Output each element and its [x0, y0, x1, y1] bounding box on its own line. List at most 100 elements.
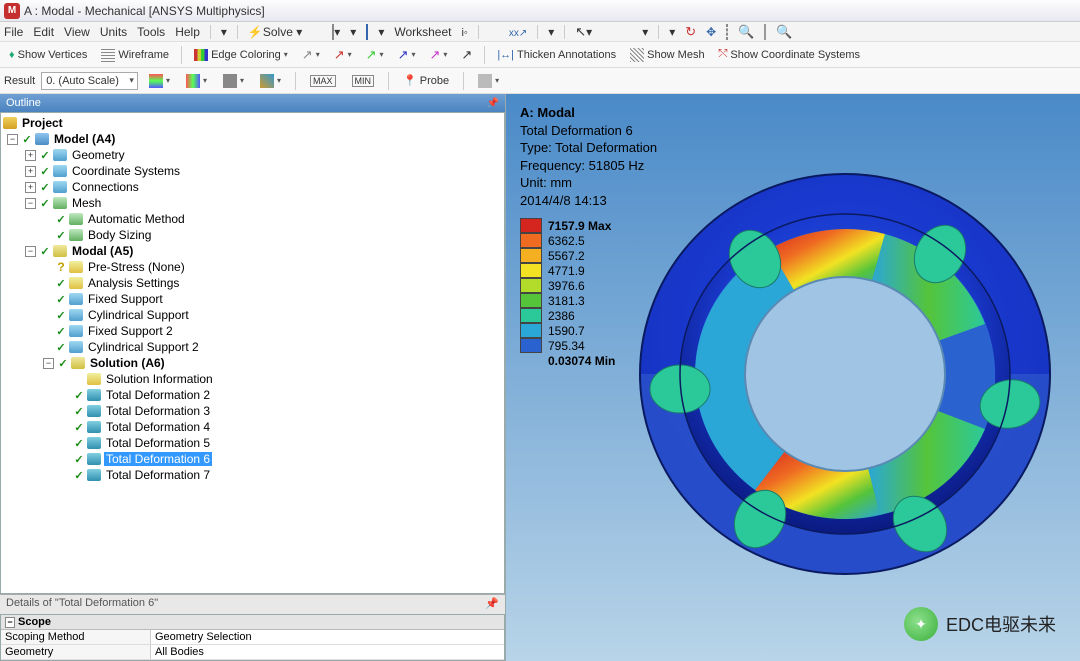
edge-btn[interactable]: ↗▾ [424, 45, 452, 65]
tree-modal[interactable]: −✓Modal (A5) [1, 243, 504, 259]
toolbar-btn[interactable]: 🔍 [738, 24, 754, 40]
tree-geometry[interactable]: +✓Geometry [1, 147, 504, 163]
tree-td4[interactable]: ✓Total Deformation 4 [1, 419, 504, 435]
tree-fixed[interactable]: ✓Fixed Support [1, 291, 504, 307]
toolbar-btn[interactable]: xx↗ [509, 25, 527, 39]
tree-cyl[interactable]: ✓Cylindrical Support [1, 307, 504, 323]
tree-body-sizing[interactable]: ✓Body Sizing [1, 227, 504, 243]
collapse-icon[interactable]: − [25, 198, 36, 209]
tree-cyl2[interactable]: ✓Cylindrical Support 2 [1, 339, 504, 355]
result-icon [87, 405, 101, 417]
pin-icon[interactable]: 📌 [485, 597, 499, 612]
tree-auto-method[interactable]: ✓Automatic Method [1, 211, 504, 227]
toolbar-btn[interactable]: ▾ [548, 25, 554, 39]
result-label: Result [4, 75, 35, 87]
tree-model[interactable]: −✓Model (A4) [1, 131, 504, 147]
toolbar-btn[interactable]: ↻ [685, 24, 696, 40]
expand-icon[interactable]: + [25, 182, 36, 193]
toolbar-btn[interactable]: ▾ [378, 25, 384, 39]
toolbar-btn[interactable]: ▾ [218, 72, 249, 90]
toolbar-btn[interactable]: 🔍 [776, 24, 792, 40]
toolbar-btn[interactable]: MIN [347, 73, 380, 89]
go-button[interactable]: ▾ [221, 25, 227, 39]
probe-button[interactable]: 📍Probe [398, 72, 454, 89]
toolbar-btn[interactable]: ▾ [350, 25, 356, 39]
graphics-viewport[interactable]: A: Modal Total Deformation 6 Type: Total… [506, 94, 1080, 661]
toolbar-btn[interactable]: ▾ [473, 72, 504, 90]
toolbar-btn[interactable]: ▾ [332, 25, 340, 39]
expand-icon[interactable]: + [25, 166, 36, 177]
edge-btn[interactable]: ↗▾ [393, 45, 421, 65]
tree-cs[interactable]: +✓Coordinate Systems [1, 163, 504, 179]
tree-fixed2[interactable]: ✓Fixed Support 2 [1, 323, 504, 339]
edge-btn[interactable]: ↗ [456, 45, 477, 65]
thicken-button[interactable]: |↔| Thicken Annotations [492, 47, 621, 63]
toolbar-btn[interactable]: ▾ [181, 72, 212, 90]
legend-swatch [520, 218, 542, 233]
tree-td2[interactable]: ✓Total Deformation 2 [1, 387, 504, 403]
toolbar-btn[interactable]: ▾ [255, 72, 286, 90]
prestress-icon [69, 261, 83, 273]
show-cs-button[interactable]: ⤲ Show Coordinate Systems [714, 46, 865, 63]
result-model [600, 144, 1060, 604]
result-icon [87, 389, 101, 401]
edge-btn[interactable]: ↗▾ [361, 45, 389, 65]
edge-btn[interactable]: ↗▾ [297, 45, 325, 65]
tree-analysis[interactable]: ✓Analysis Settings [1, 275, 504, 291]
tree-mesh[interactable]: −✓Mesh [1, 195, 504, 211]
menu-edit[interactable]: Edit [33, 25, 54, 39]
toolbar-btn[interactable] [366, 25, 368, 39]
tree-prestress[interactable]: ?Pre-Stress (None) [1, 259, 504, 275]
mesh-icon [53, 197, 67, 209]
toolbar-btn[interactable] [764, 25, 766, 39]
toolbar-btn[interactable]: i◦ [461, 25, 467, 39]
tree-connections[interactable]: +✓Connections [1, 179, 504, 195]
menu-help[interactable]: Help [175, 25, 200, 39]
separator [463, 72, 464, 90]
menu-tools[interactable]: Tools [137, 25, 165, 39]
tree-td7[interactable]: ✓Total Deformation 7 [1, 467, 504, 483]
menu-units[interactable]: Units [100, 25, 127, 39]
toolbar-btn[interactable] [726, 25, 728, 39]
tree-td6-selected[interactable]: ✓Total Deformation 6 [1, 451, 504, 467]
toolbar-btn[interactable]: ✥ [706, 25, 716, 39]
analysis-icon [69, 277, 83, 289]
toolbar-btn[interactable]: ▾ [669, 25, 675, 39]
details-group-scope[interactable]: −Scope [1, 615, 504, 630]
info-icon [87, 373, 101, 385]
tree-td3[interactable]: ✓Total Deformation 3 [1, 403, 504, 419]
toolbar-btn[interactable]: ▾ [642, 25, 648, 39]
collapse-icon[interactable]: − [7, 134, 18, 145]
watermark: ✦ EDC电驱未来 [904, 607, 1056, 641]
pin-icon[interactable]: 📌 [487, 98, 499, 109]
wireframe-button[interactable]: Wireframe [96, 46, 174, 64]
stripes-icon [194, 49, 208, 61]
separator [564, 25, 565, 39]
show-vertices-button[interactable]: ♦ Show Vertices [4, 47, 92, 63]
details-row[interactable]: GeometryAll Bodies [1, 645, 504, 660]
collapse-icon[interactable]: − [43, 358, 54, 369]
expand-icon[interactable]: + [25, 150, 36, 161]
support-icon [69, 309, 83, 321]
edge-btn[interactable]: ↗▾ [329, 45, 357, 65]
toolbar-btn[interactable]: MAX [305, 73, 341, 89]
details-row[interactable]: Scoping MethodGeometry Selection [1, 630, 504, 645]
scale-select[interactable]: 0. (Auto Scale) [41, 72, 138, 90]
cursor-button[interactable]: ↖▾ [575, 24, 592, 40]
toolbar-btn[interactable]: ▾ [144, 72, 175, 90]
tree-project[interactable]: Project [1, 115, 504, 131]
tree-solution[interactable]: −✓Solution (A6) [1, 355, 504, 371]
outline-tree[interactable]: Project −✓Model (A4) +✓Geometry +✓Coordi… [0, 112, 505, 594]
tree-td5[interactable]: ✓Total Deformation 5 [1, 435, 504, 451]
worksheet-button[interactable]: Worksheet [394, 25, 451, 39]
collapse-icon[interactable]: − [25, 246, 36, 257]
menu-view[interactable]: View [64, 25, 90, 39]
solve-button[interactable]: ⚡Solve ▾ [248, 25, 302, 39]
show-mesh-button[interactable]: Show Mesh [625, 46, 709, 64]
legend-label: 3976.6 [548, 279, 585, 293]
menu-file[interactable]: File [4, 25, 23, 39]
edge-coloring-button[interactable]: Edge Coloring ▾ [189, 47, 293, 63]
tree-sol-info[interactable]: ✓Solution Information [1, 371, 504, 387]
method-icon [69, 213, 83, 225]
separator [388, 72, 389, 90]
